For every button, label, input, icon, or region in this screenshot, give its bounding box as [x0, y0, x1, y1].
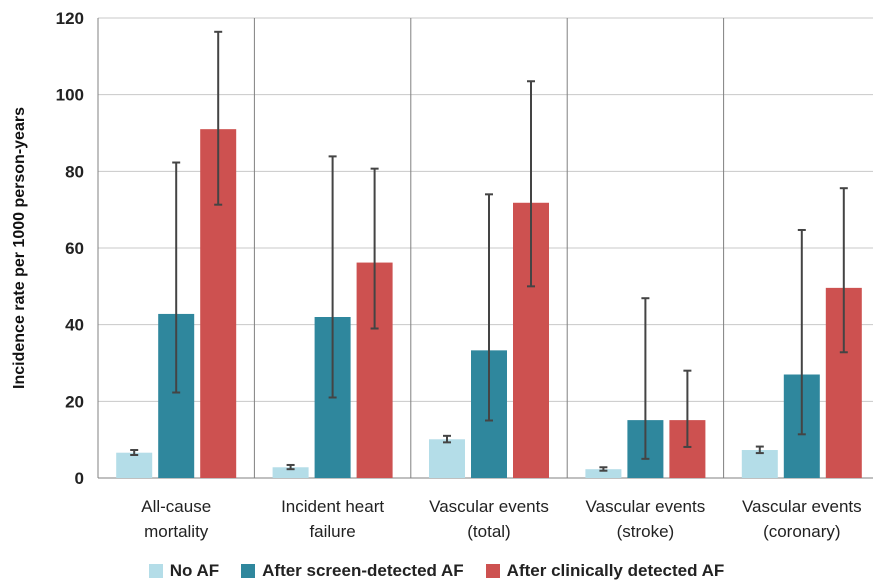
category-label-4-line-1: (coronary) — [763, 522, 840, 541]
category-label-2: Vascular events (total) — [429, 497, 549, 541]
legend: No AF After screen-detected AF After cli… — [0, 560, 873, 582]
legend-label-no-af: No AF — [169, 561, 220, 580]
y-tick-label-100: 100 — [56, 86, 84, 105]
category-label-1-line-0: Incident heart — [281, 497, 384, 516]
category-label-3: Vascular events (stroke) — [586, 497, 706, 541]
y-axis-label: Incidence rate per 1000 person-years — [11, 107, 28, 389]
category-label-0-line-0: All-cause — [141, 497, 211, 516]
bar-s0-c2 — [429, 439, 465, 478]
legend-item-no-af: No AF — [148, 561, 220, 581]
legend-swatch-no-af — [148, 564, 163, 578]
bar-s0-c1 — [272, 467, 309, 478]
legend-swatch-screen-detected-af — [241, 564, 256, 578]
category-label-4-line-0: Vascular events — [742, 497, 862, 516]
legend-swatch-clinically-detected-af — [485, 564, 500, 578]
bar-s0-c3 — [585, 469, 622, 478]
bar-chart: 0 20 40 60 80 100 120 Incidence rate per 1000 p… — [11, 9, 873, 541]
category-label-1: Incident heart failure — [281, 497, 384, 541]
y-tick-label-20: 20 — [65, 392, 84, 411]
legend-label-screen-detected-af: After screen-detected AF — [262, 561, 464, 580]
y-tick-label-80: 80 — [65, 162, 84, 181]
legend-item-clinically-detected-af: After clinically detected AF — [485, 561, 725, 581]
y-tick-label-60: 60 — [65, 239, 84, 258]
legend-label-clinically-detected-af: After clinically detected AF — [506, 561, 725, 580]
bar-s0-c0 — [116, 452, 153, 478]
category-label-1-line-1: failure — [309, 522, 355, 541]
category-label-0-line-1: mortality — [144, 522, 209, 541]
category-label-3-line-0: Vascular events — [586, 497, 706, 516]
y-tick-label-0: 0 — [75, 469, 84, 488]
category-label-2-line-1: (total) — [467, 522, 510, 541]
category-label-3-line-1: (stroke) — [617, 522, 675, 541]
legend-item-screen-detected-af: After screen-detected AF — [241, 561, 464, 581]
category-label-2-line-0: Vascular events — [429, 497, 549, 516]
category-label-4: Vascular events (coronary) — [742, 497, 862, 541]
y-tick-label-40: 40 — [65, 316, 84, 335]
y-tick-label-120: 120 — [56, 9, 84, 28]
bar-s0-c4 — [741, 450, 778, 478]
category-label-0: All-cause mortality — [141, 497, 211, 541]
